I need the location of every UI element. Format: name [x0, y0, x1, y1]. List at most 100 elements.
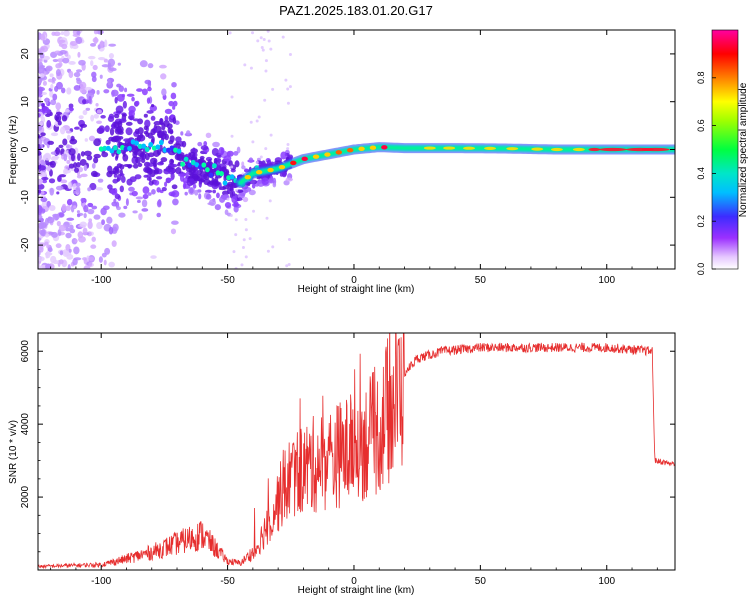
spectrogram-noise-blob: [139, 152, 147, 161]
spectrogram-noise-blob: [251, 183, 256, 189]
spectrogram-noise-blob: [171, 220, 179, 225]
spectrogram-ridge-bead: [190, 159, 196, 166]
spectrogram-noise-blob: [91, 236, 96, 242]
spectrogram-noise-blob: [288, 85, 292, 89]
spectrogram-noise-blob: [107, 165, 113, 173]
spectrogram-noise-blob: [40, 45, 49, 53]
spectrogram-noise-blob: [111, 201, 117, 207]
spectrogram-noise-blob: [59, 49, 67, 55]
spectrogram-noise-blob: [109, 67, 117, 72]
spectrogram-noise-blob: [131, 190, 138, 197]
spectrogram-noise-blob: [107, 78, 112, 86]
spectrogram-noise-blob: [53, 78, 57, 82]
spectrogram-y-axis-label: Frequency (Hz): [8, 116, 19, 185]
spectrogram-noise-blob: [65, 243, 71, 251]
spectrogram-noise-blob: [157, 199, 162, 207]
spectrogram-noise-blob: [208, 180, 215, 186]
spectrogram-noise-blob: [113, 113, 120, 119]
spectrogram-noise-blob: [255, 119, 259, 123]
spectrogram-noise-blob: [262, 38, 266, 42]
spectrogram-noise-blob: [256, 157, 261, 162]
spectrogram-noise-blob: [266, 30, 270, 33]
spectrogram-hotspot: [255, 170, 263, 175]
spectrogram-noise-blob: [122, 154, 129, 162]
spectrogram-noise-blob: [132, 118, 140, 122]
spectrogram-x-tick-label: 50: [475, 275, 487, 286]
spectrogram-noise-blob: [75, 69, 83, 73]
spectrogram-noise-blob: [203, 173, 210, 180]
spectrogram-noise-blob: [74, 239, 78, 243]
spectrogram-noise-blob: [77, 153, 81, 162]
spectrogram-noise-blob: [286, 147, 290, 151]
spectrogram-noise-blob: [146, 97, 151, 104]
spectrogram-noise-blob: [249, 179, 258, 185]
spectrogram-noise-blob: [153, 121, 161, 126]
spectrogram-ridge-bead: [102, 145, 108, 151]
spectrogram-noise-blob: [241, 165, 246, 170]
spectrogram-noise-blob: [281, 35, 285, 39]
spectrogram-noise-blob: [140, 158, 146, 164]
spectrogram-noise-blob: [147, 86, 152, 92]
spectrogram-noise-blob: [286, 101, 290, 105]
spectrogram-noise-blob: [92, 64, 98, 71]
spectrogram-noise-blob: [128, 110, 133, 117]
spectrogram-noise-blob: [38, 224, 43, 230]
spectrogram-noise-blob: [234, 160, 240, 168]
spectrogram-x-tick-label: 100: [598, 275, 615, 286]
spectrogram-noise-blob: [220, 147, 224, 156]
spectrogram-noise-blob: [230, 95, 234, 99]
snr-x-tick-label: 100: [598, 576, 615, 587]
spectrogram-hotspot: [463, 146, 476, 150]
spectrogram-noise-blob: [171, 81, 177, 88]
spectrogram-noise-blob: [89, 182, 97, 191]
spectrogram-noise-blob: [263, 98, 267, 102]
spectrogram-noise-blob: [163, 168, 171, 175]
spectrogram-noise-blob: [96, 90, 100, 95]
spectrogram-hotspot: [312, 154, 320, 159]
spectrogram-y-tick-label: -20: [20, 237, 31, 252]
spectrogram-noise-blob: [156, 161, 164, 166]
spectrogram-noise-blob: [226, 150, 234, 157]
spectrogram-noise-blob: [85, 107, 91, 111]
spectrogram-ridge-bead: [127, 145, 132, 152]
spectrogram-noise-blob: [117, 62, 121, 66]
spectrogram-noise-blob: [219, 196, 226, 203]
spectrogram-noise-blob: [264, 59, 268, 63]
spectrogram-noise-blob: [58, 212, 65, 218]
spectrogram-noise-blob: [222, 190, 229, 196]
spectrogram-noise-blob: [96, 30, 104, 35]
spectrogram-noise-blob: [83, 150, 92, 156]
spectrogram-noise-blob: [42, 80, 47, 86]
spectrogram-noise-blob: [56, 220, 61, 227]
spectrogram-noise-blob: [151, 136, 155, 144]
spectrogram-noise-blob: [117, 120, 123, 128]
spectrogram-noise-blob: [79, 123, 88, 128]
spectrogram-ridge-bead: [229, 174, 235, 180]
spectrogram-noise-blob: [108, 53, 115, 59]
spectrogram-noise-blob: [50, 132, 59, 137]
spectrogram-noise-blob: [65, 232, 72, 239]
spectrogram-hotspot: [531, 147, 544, 151]
spectrogram-noise-blob: [78, 236, 86, 243]
spectrogram-noise-blob: [146, 110, 154, 114]
figure-title: PAZ1.2025.183.01.20.G17: [279, 3, 433, 18]
spectrogram-noise-blob: [41, 229, 46, 237]
spectrogram-noise-blob: [100, 207, 107, 216]
spectrogram-noise-blob: [93, 113, 99, 119]
spectrogram-noise-blob: [87, 208, 95, 215]
spectrogram-noise-blob: [143, 125, 148, 131]
spectrogram-hotspot: [506, 147, 519, 151]
spectrogram-noise-blob: [90, 170, 98, 178]
spectrogram-noise-blob: [125, 127, 133, 136]
spectrogram-noise-blob: [52, 213, 60, 221]
spectrogram-noise-blob: [164, 115, 169, 122]
spectrogram-noise-blob: [137, 134, 146, 142]
spectrogram-noise-blob: [287, 263, 291, 267]
colorbar-tick-label: 0.0: [696, 263, 706, 276]
spectrogram-noise-blob: [55, 185, 64, 191]
spectrogram-noise-blob: [112, 178, 119, 184]
colorbar-label: Normalized spectral amplitude: [738, 82, 749, 217]
spectrogram-noise-blob: [38, 189, 42, 194]
spectrogram-noise-blob: [145, 131, 150, 137]
spectrogram-noise-blob: [57, 58, 64, 63]
